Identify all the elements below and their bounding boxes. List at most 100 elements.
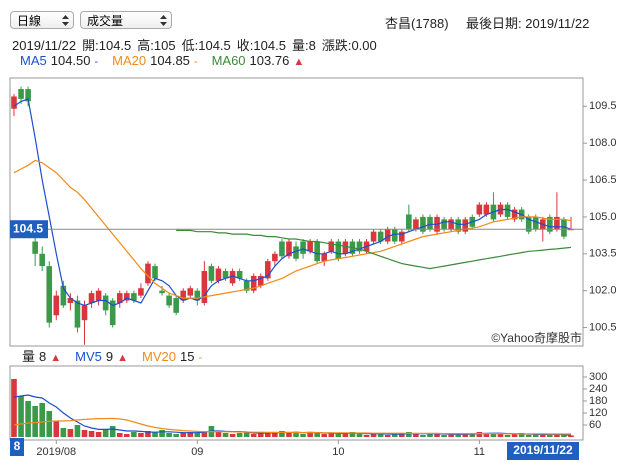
- ma-legend: MA5 104.50- MA20 104.85- MA60 103.76 ▲: [20, 53, 304, 68]
- volume-bar: [561, 435, 567, 437]
- ma-line: [176, 229, 572, 270]
- volume-bar: [250, 434, 257, 437]
- legend-name: MA60: [211, 53, 246, 68]
- candle-body: [265, 261, 271, 279]
- volume-bar: [300, 434, 306, 437]
- y-tick-label: 300: [589, 371, 607, 383]
- candle-body: [187, 288, 194, 296]
- volume-bar: [293, 432, 299, 437]
- quote-value: 104.5: [98, 38, 132, 53]
- candle-body: [215, 268, 222, 281]
- candle-body: [300, 241, 306, 254]
- volume-bar: [547, 434, 553, 437]
- volume-bar: [483, 434, 490, 437]
- volume-bar: [187, 432, 194, 437]
- candle-body: [476, 204, 483, 215]
- volume-bar: [11, 379, 17, 437]
- legend-value: 9: [105, 349, 114, 364]
- y-tick-label: 100.5: [589, 321, 617, 333]
- candle-body: [497, 204, 504, 215]
- volume-bar: [131, 432, 137, 437]
- candle-body: [434, 216, 440, 232]
- volume-bar: [208, 426, 215, 437]
- candle-body: [109, 300, 116, 326]
- y-tick-label: 240: [589, 383, 607, 395]
- quote-label: 開:: [82, 38, 99, 53]
- volume-bar: [427, 434, 433, 437]
- volume-bar: [257, 433, 264, 437]
- indicator-select[interactable]: 成交量: [80, 11, 172, 29]
- candle-body: [229, 271, 236, 284]
- period-select[interactable]: 日線: [10, 11, 74, 29]
- volume-bar: [328, 433, 335, 437]
- candle-body: [511, 209, 518, 220]
- stock-name: 杏昌(1788): [385, 16, 449, 31]
- y-tick-label: 60: [589, 419, 601, 431]
- candle-body: [88, 293, 95, 303]
- candle-body: [236, 271, 243, 279]
- y-tick-label: 180: [589, 395, 607, 407]
- quote-value: 8: [308, 38, 316, 53]
- volume-bar: [67, 429, 74, 437]
- volume-bar: [363, 435, 370, 437]
- candle-body: [307, 241, 313, 252]
- candle-body: [131, 293, 137, 301]
- candle-body: [398, 231, 405, 242]
- candle-body: [81, 305, 88, 321]
- volume-bar: [102, 429, 109, 437]
- candle-body: [95, 290, 102, 301]
- candle-body: [420, 216, 426, 232]
- candle-body: [518, 209, 525, 220]
- volume-bar: [116, 433, 123, 437]
- volume-bar: [497, 434, 504, 437]
- volume-bar: [60, 428, 67, 437]
- y-tick-label: 103.5: [589, 248, 617, 260]
- legend-value: 103.76: [249, 53, 290, 68]
- select-arrow: [160, 15, 167, 26]
- volume-bar: [448, 434, 454, 437]
- quote-value: 105: [153, 38, 176, 53]
- legend-trend: -: [198, 352, 203, 364]
- volume-bar: [166, 433, 172, 437]
- volume-bar: [413, 434, 419, 437]
- volume-bar: [554, 434, 560, 437]
- candle-body: [201, 271, 208, 303]
- volume-bar: [53, 421, 60, 437]
- volume-bar: [504, 435, 511, 437]
- select-arrow: [62, 15, 69, 26]
- candle-body: [462, 219, 469, 232]
- candle-body: [441, 219, 447, 230]
- quote-date: 2019/11/22: [12, 38, 77, 53]
- volume-bar: [434, 433, 440, 437]
- candle-body: [314, 241, 320, 262]
- candle-body: [180, 290, 187, 301]
- volume-bar: [279, 431, 285, 437]
- candle-body: [25, 89, 31, 102]
- candle-body: [152, 266, 158, 279]
- candle-body: [504, 204, 511, 217]
- indicator: 成交量: [87, 14, 124, 28]
- candle-body: [293, 246, 299, 259]
- candle-body: [490, 204, 497, 220]
- y-tick-label: 109.5: [589, 100, 617, 112]
- volume-bar: [39, 403, 46, 437]
- candle-body: [384, 229, 391, 242]
- candle-body: [363, 241, 370, 252]
- quote-label: 量:: [291, 38, 309, 53]
- volume-bar: [25, 401, 31, 437]
- volume-bar: [109, 426, 116, 437]
- legend-name: MA20: [112, 53, 147, 68]
- volume-bar: [236, 433, 243, 437]
- quote-value: 104.5: [198, 38, 231, 53]
- volume-bar: [335, 434, 342, 437]
- candle-body: [116, 293, 123, 303]
- last-date-tag: [507, 442, 579, 460]
- volume-bar: [138, 433, 144, 437]
- y-tick-label: 106.5: [589, 174, 617, 186]
- candle-body: [18, 89, 24, 99]
- volume-bar: [384, 435, 391, 437]
- ma-line: [13, 394, 572, 436]
- y-tick-label: 108.0: [589, 137, 617, 149]
- x-tick-label: 11: [474, 446, 485, 458]
